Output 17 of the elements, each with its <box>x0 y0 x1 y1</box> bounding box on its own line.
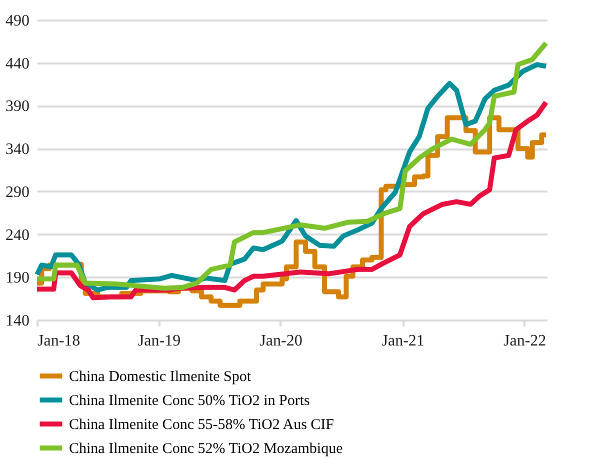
y-tick-label: 490 <box>6 12 30 30</box>
legend-label: China Domestic Ilmenite Spot <box>69 369 252 385</box>
y-tick-label: 440 <box>6 55 30 72</box>
x-tick-label: Jan-19 <box>138 332 181 350</box>
y-tick-label: 290 <box>6 184 30 201</box>
legend-label: China Ilmenite Conc 55-58% TiO2 Aus CIF <box>69 417 334 433</box>
x-tick-label: Jan-21 <box>382 332 424 350</box>
y-tick-label: 190 <box>6 270 30 287</box>
legend-label: China Ilmenite Conc 50% TiO2 in Ports <box>69 393 310 409</box>
x-tick-label: Jan-18 <box>38 332 80 350</box>
y-tick-label: 240 <box>6 226 30 244</box>
y-tick-label: 140 <box>6 312 30 330</box>
legend-label: China Ilmenite Conc 52% TiO2 Mozambique <box>69 441 344 457</box>
x-tick-label: Jan-20 <box>260 332 302 350</box>
y-tick-label: 340 <box>6 141 30 158</box>
x-tick-label: Jan-22 <box>503 332 546 350</box>
y-tick-label: 390 <box>6 98 30 116</box>
